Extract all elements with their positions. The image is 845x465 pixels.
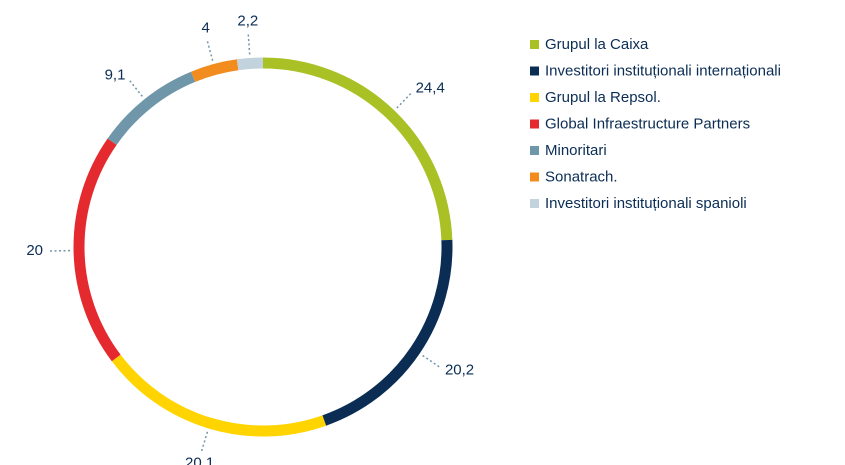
data-label: 4 xyxy=(201,20,209,37)
data-label: 2,2 xyxy=(237,12,258,29)
legend-label: Sonatrach. xyxy=(545,168,618,185)
donut-segment xyxy=(322,239,453,426)
legend-label: Investitori instituționali internațional… xyxy=(545,62,781,79)
legend-label: Grupul la Repsol. xyxy=(545,89,661,106)
leader-line xyxy=(422,354,441,368)
leader-line xyxy=(206,40,214,61)
donut-segment xyxy=(107,71,196,145)
data-label: 9,1 xyxy=(105,66,126,83)
data-label: 20,1 xyxy=(185,455,214,465)
leader-line xyxy=(200,431,209,453)
data-label: 24,4 xyxy=(416,80,445,97)
legend-swatch xyxy=(530,172,539,182)
data-label: 20,2 xyxy=(445,362,474,379)
donut-segment xyxy=(236,57,264,71)
legend-label: Global Infraestructure Partners xyxy=(545,115,750,132)
legend-swatch xyxy=(530,119,539,129)
legend-label: Grupul la Caixa xyxy=(545,36,649,53)
donut-segment xyxy=(111,354,327,437)
leader-line xyxy=(128,79,143,97)
legend-label: Investitori instituționali spanioli xyxy=(545,195,747,212)
leader-line xyxy=(396,92,412,109)
legend-label: Minoritari xyxy=(545,142,607,159)
donut-segment xyxy=(191,59,239,82)
legend-swatch xyxy=(530,66,539,76)
legend-swatch xyxy=(530,199,539,208)
donut-segment xyxy=(73,138,121,362)
legend-swatch xyxy=(530,93,539,102)
leader-line xyxy=(247,33,251,55)
donut-segment xyxy=(262,57,453,241)
legend-swatch xyxy=(530,40,539,49)
legend-swatch xyxy=(530,146,539,155)
data-label: 20 xyxy=(26,242,43,259)
